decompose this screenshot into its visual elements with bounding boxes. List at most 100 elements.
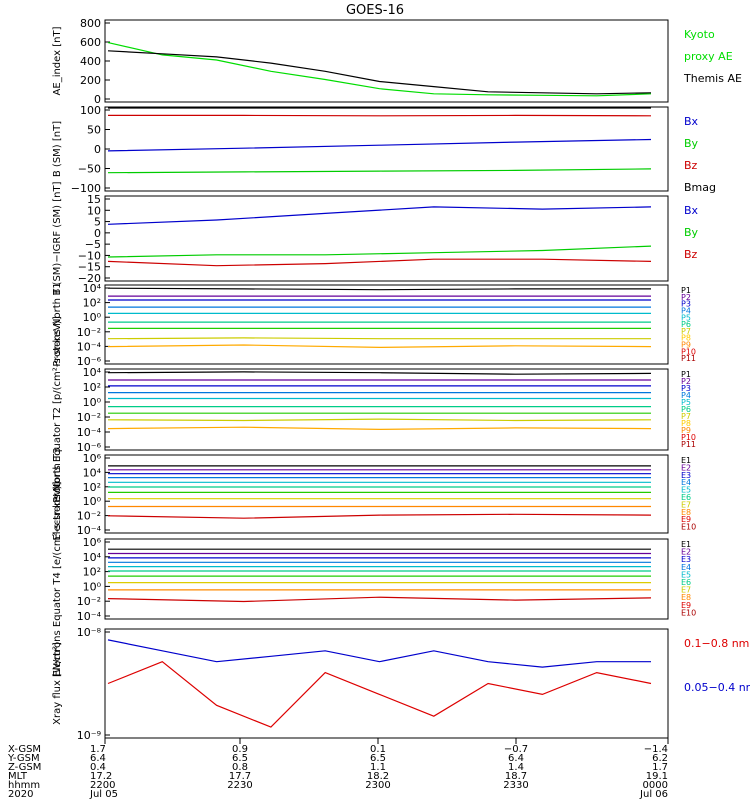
y-tick-label: 0 <box>94 93 101 106</box>
legend-entry: P5 <box>681 313 691 322</box>
legend-entry: E10 <box>681 523 696 532</box>
legend-entry: By <box>684 226 699 239</box>
legend-entry: By <box>684 137 699 150</box>
y-tick-label: 10⁻⁴ <box>77 426 102 439</box>
x-tick-label: 6.5 <box>232 753 248 764</box>
legend-entry: P8 <box>681 419 691 428</box>
x-row-label: hhmm <box>8 780 40 791</box>
x-tick-label: 0.1 <box>370 744 386 755</box>
series-line-p1 <box>107 287 651 291</box>
legend-entry: P8 <box>681 334 691 343</box>
x-tick-label: 6.4 <box>90 753 106 764</box>
legend-entry: P3 <box>681 300 691 309</box>
legend-entry: E1 <box>681 456 691 465</box>
legend-entry: E6 <box>681 578 691 587</box>
y-axis-label: Protons North T1 <box>52 282 63 366</box>
y-axis-label: Xray flux [W/m²] <box>52 642 63 725</box>
x-tick-label: 2200 <box>90 780 115 791</box>
legend-entry: P9 <box>681 426 691 435</box>
series-line-p1 <box>107 371 652 375</box>
x-tick-label: 6.4 <box>508 753 524 764</box>
y-tick-label: 10⁻² <box>77 326 101 339</box>
panel-frame <box>104 284 669 365</box>
legend-entry: E8 <box>681 593 691 602</box>
legend-entry: P10 <box>681 433 696 442</box>
y-tick-label: 400 <box>80 55 101 68</box>
panel-frame <box>104 628 669 739</box>
legend-entry: Bx <box>684 204 699 217</box>
panel-2: 100 50 0 −50 −100 B (SM) [nT] Bx By Bz Bmag <box>52 104 716 195</box>
legend-entry: P4 <box>681 306 691 315</box>
y-tick-label: 50 <box>87 124 101 137</box>
y-tick-label: 10² <box>83 381 101 394</box>
x-row-label: Y-GSM <box>7 753 40 764</box>
y-tick-label: −100 <box>71 182 101 195</box>
series-line-bx <box>107 138 652 152</box>
series-line-by <box>107 168 652 174</box>
y-tick-label: 10⁻⁶ <box>77 355 102 368</box>
y-tick-label: 10⁴ <box>83 466 102 479</box>
y-tick-label: 10⁰ <box>83 495 102 508</box>
legend-entry: 0.05−0.4 nm <box>684 681 750 694</box>
y-tick-label: 10⁰ <box>83 396 102 409</box>
plot-title: GOES-16 <box>346 3 404 18</box>
legend-entry: P3 <box>681 384 691 393</box>
x-tick-label: Jul 05 <box>89 789 118 800</box>
series-line-0-1-0-8-nm <box>107 661 652 728</box>
x-tick-label: 18.2 <box>367 771 389 782</box>
legend-entry: E7 <box>681 586 691 595</box>
y-axis-label: B (SM)−IGRF (SM) [nT] <box>52 181 63 295</box>
x-tick-label: −0.7 <box>504 744 528 755</box>
legend-entry: E3 <box>681 471 691 480</box>
legend-entry: P4 <box>681 391 691 400</box>
legend-entry: P11 <box>681 354 696 363</box>
x-tick-label: 17.7 <box>229 771 251 782</box>
y-tick-label: 0 <box>94 143 101 156</box>
x-tick-label: 1.1 <box>370 762 386 773</box>
legend-entry: Bz <box>684 248 698 261</box>
legend-entry: E7 <box>681 500 691 509</box>
y-tick-label: −15 <box>78 261 101 274</box>
legend-entry: P5 <box>681 398 691 407</box>
legend-entry: P7 <box>681 327 691 336</box>
legend-entry: E1 <box>681 540 691 549</box>
y-tick-label: −50 <box>78 163 101 176</box>
legend-entry: E9 <box>681 515 691 524</box>
x-row-label: Z-GSM <box>8 762 41 773</box>
x-row-label: 2020 <box>8 789 33 800</box>
y-tick-label: 10⁴ <box>83 282 102 295</box>
series-line-p8 <box>107 337 651 340</box>
panels: 800 600 400 200 0 AE_index [nT] Kyoto proxy AE T… <box>52 17 750 742</box>
legend-entry: P6 <box>681 405 691 414</box>
y-tick-label: 10⁻⁶ <box>77 441 102 454</box>
x-tick-label: 0.4 <box>90 762 106 773</box>
panel-1: 800 600 400 200 0 AE_index [nT] Kyoto proxy AE T… <box>52 17 742 106</box>
legend-entry: P10 <box>681 347 696 356</box>
x-tick-label: 6.5 <box>370 753 386 764</box>
x-axis-table: X-GSMY-GSMZ-GSMMLThhmm20201.76.40.417.22… <box>7 738 669 800</box>
y-tick-label: 10⁻⁹ <box>77 729 101 742</box>
y-tick-label: 10⁶ <box>83 536 102 549</box>
series-line-bx <box>107 206 652 225</box>
panel-frame <box>104 538 669 620</box>
y-tick-label: 10⁻⁴ <box>77 524 102 537</box>
legend-entry: P1 <box>681 286 691 295</box>
y-tick-label: 10² <box>83 481 101 494</box>
y-tick-label: 10⁴ <box>83 366 102 379</box>
x-tick-label: 19.1 <box>646 771 668 782</box>
y-tick-label: 5 <box>94 216 101 229</box>
legend-entry: proxy AE <box>684 50 733 63</box>
legend-entry: Bmag <box>684 181 716 194</box>
x-tick-label: 1.7 <box>90 744 106 755</box>
legend-entry: Kyoto <box>684 28 715 41</box>
panel-8: 10⁻⁸ 10⁻⁹ Xray flux [W/m²] 0.1−0.8 nm 0.05−0… <box>52 626 750 742</box>
legend-entry: E4 <box>681 478 691 487</box>
legend-entry: P11 <box>681 440 696 449</box>
series-line-kyoto-proxy-ae <box>107 42 652 97</box>
legend-entry: Themis AE <box>683 72 742 85</box>
legend-entry: E3 <box>681 555 691 564</box>
